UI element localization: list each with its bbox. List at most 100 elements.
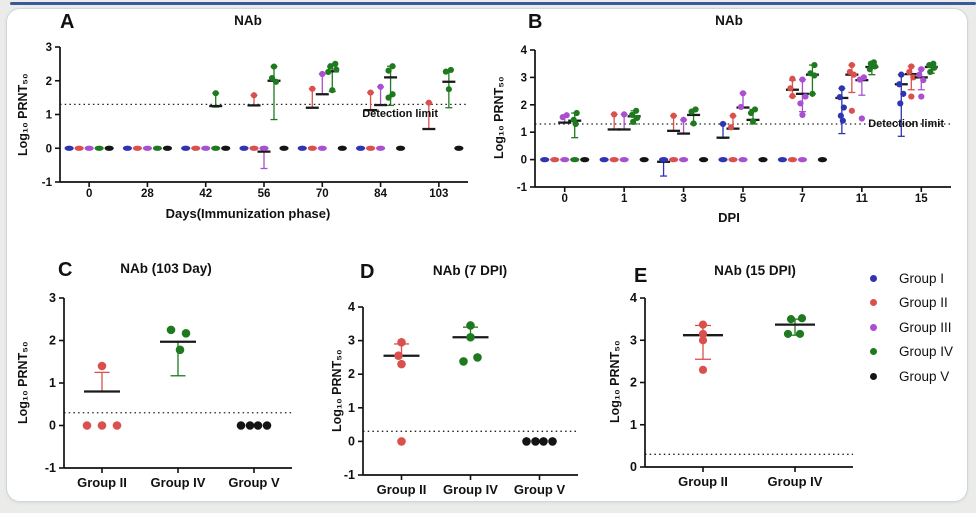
y-tick-label: 2	[521, 100, 527, 112]
legend-item-group-5: Group V	[862, 364, 953, 389]
data-point	[698, 320, 708, 329]
data-point	[253, 421, 263, 430]
data-point	[729, 112, 737, 119]
data-point	[789, 75, 796, 82]
panel-e: E NAb (15 DPI) Log₁₀ PRNT₅₀ 0 1 2 3 4 Group I…	[600, 250, 880, 512]
data-point	[908, 93, 915, 100]
data-point	[181, 145, 191, 151]
data-point	[181, 328, 191, 338]
legend-label: Group I	[899, 270, 945, 286]
data-point	[719, 120, 727, 128]
y-tick-label: 1	[46, 110, 53, 122]
data-point	[397, 337, 406, 347]
x-axis-label-b: DPI	[718, 210, 740, 225]
y-tick-label: 1	[348, 401, 355, 415]
data-point	[910, 74, 917, 81]
data-point	[327, 63, 334, 70]
data-point	[442, 68, 449, 75]
data-point	[634, 114, 641, 122]
data-point	[531, 437, 540, 446]
data-point	[738, 157, 748, 163]
panel-a: A NAb Log₁₀ PRNT₅₀ -1 0 1 2 3 0 28 42 56 70 84 103 …	[14, 10, 482, 242]
data-point	[319, 70, 326, 78]
data-point	[758, 157, 768, 163]
x-tick-label: 28	[141, 188, 154, 200]
data-point	[836, 94, 843, 101]
data-point	[162, 145, 173, 151]
detection-limit-label-a: Detection limit	[362, 108, 438, 120]
data-point	[871, 63, 878, 70]
data-point	[737, 103, 745, 111]
detection-limit-label-b: Detection limit	[868, 118, 944, 130]
x-tick-label: 70	[316, 188, 329, 200]
x-tick-label: 84	[374, 188, 387, 200]
data-point	[678, 157, 689, 163]
data-point	[397, 437, 406, 446]
data-point	[718, 157, 728, 163]
data-point	[739, 90, 747, 97]
data-point	[279, 145, 289, 151]
data-point	[858, 115, 865, 122]
panel-letter-d: D	[360, 261, 375, 283]
y-tick-label: 4	[521, 45, 528, 57]
x-tick-label: Group IV	[443, 482, 498, 497]
data-point	[245, 421, 255, 430]
y-tick-label: 0	[630, 460, 637, 474]
x-tick-label: 56	[258, 188, 271, 200]
x-tick-label: Group IV	[151, 475, 206, 490]
data-point	[639, 157, 649, 163]
data-point	[560, 157, 570, 163]
legend-label: Group IV	[899, 344, 954, 360]
data-point	[840, 104, 847, 111]
x-tick-label: 3	[680, 193, 686, 205]
legend-label: Group V	[899, 368, 950, 384]
data-point	[211, 145, 221, 151]
data-point	[848, 107, 855, 114]
data-point	[97, 421, 107, 430]
data-point	[166, 325, 176, 335]
x-tick-label: 7	[799, 193, 805, 205]
data-point	[630, 118, 637, 125]
data-point	[389, 63, 396, 70]
data-point	[212, 90, 219, 97]
x-tick-label: 42	[199, 188, 212, 200]
data-point	[817, 157, 828, 163]
data-point	[74, 145, 84, 151]
data-point	[918, 66, 925, 73]
x-tick-label: 0	[86, 188, 92, 200]
data-point	[797, 314, 807, 323]
data-point	[599, 157, 609, 163]
data-point	[789, 92, 796, 100]
data-point	[837, 112, 844, 119]
data-point	[175, 345, 185, 355]
y-tick-label: 1	[49, 376, 56, 390]
data-point	[201, 145, 211, 151]
data-point	[931, 64, 938, 71]
data-point	[84, 145, 94, 151]
data-point	[680, 116, 687, 123]
data-point	[259, 145, 269, 151]
data-point	[848, 61, 855, 69]
data-point	[799, 76, 806, 83]
x-tick-label: Group V	[514, 482, 566, 497]
x-tick-label: 103	[429, 188, 448, 200]
data-point	[658, 157, 669, 163]
y-tick-label: -1	[344, 468, 355, 482]
x-tick-label: Group IV	[768, 474, 823, 489]
data-point	[375, 145, 386, 151]
data-point	[787, 157, 798, 163]
data-point	[916, 71, 923, 78]
x-tick-label: Group II	[377, 482, 427, 497]
panel-b-chart: -1 0 1 2 3 4 0 1 3 5 7 11 15	[517, 45, 951, 205]
data-point	[690, 120, 697, 127]
x-tick-label: Group II	[678, 474, 728, 489]
x-tick-label: 11	[856, 193, 869, 205]
data-point	[573, 109, 580, 117]
data-point	[307, 145, 317, 151]
y-tick-label: 2	[630, 376, 637, 390]
y-tick-label: 0	[46, 143, 52, 155]
data-point	[898, 71, 905, 78]
data-point	[249, 145, 259, 151]
legend-item-group-1: Group I	[862, 266, 953, 291]
data-point	[838, 85, 845, 92]
